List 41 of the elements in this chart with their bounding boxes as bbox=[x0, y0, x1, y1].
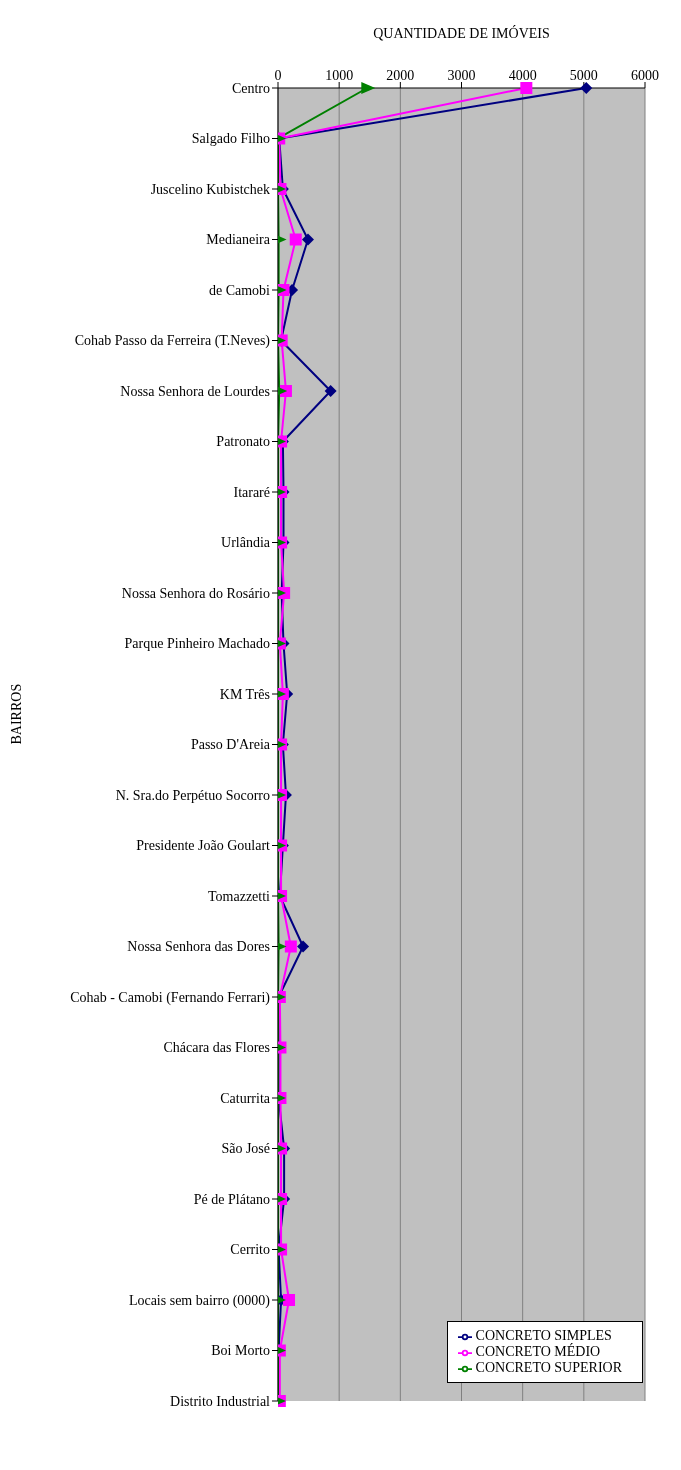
x-tick-label: 4000 bbox=[508, 68, 537, 83]
y-tick-label: Itararé bbox=[233, 484, 270, 500]
y-tick-label: Juscelino Kubistchek bbox=[150, 181, 270, 197]
y-tick-label: São José bbox=[221, 1141, 270, 1157]
legend-label: CONCRETO SIMPLES bbox=[475, 1328, 612, 1343]
y-tick-label: Tomazzetti bbox=[208, 888, 271, 904]
legend-label: CONCRETO MÉDIO bbox=[475, 1344, 601, 1359]
y-axis-title: BAIRROS bbox=[8, 683, 24, 745]
x-tick-label: 5000 bbox=[569, 68, 598, 83]
y-tick-label: Boi Morto bbox=[211, 1343, 270, 1359]
x-tick-label: 3000 bbox=[447, 68, 476, 83]
x-tick-label: 6000 bbox=[631, 68, 659, 83]
point bbox=[361, 82, 376, 94]
x-tick-label: 0 bbox=[274, 68, 282, 83]
y-tick-label: Locais sem bairro (0000) bbox=[128, 1292, 271, 1309]
y-tick-label: Nossa Senhora das Dores bbox=[127, 939, 270, 955]
y-tick-label: Passo D'Areia bbox=[190, 737, 271, 753]
y-tick-label: Cohab - Camobi (Fernando Ferrari) bbox=[70, 989, 271, 1006]
y-tick-label: KM Três bbox=[219, 686, 270, 702]
y-tick-label: Salgado Filho bbox=[191, 131, 270, 147]
y-tick-label: Medianeira bbox=[206, 232, 271, 248]
y-tick-label: Nossa Senhora de Lourdes bbox=[120, 383, 270, 399]
y-tick-label: Chácara das Flores bbox=[163, 1040, 270, 1056]
y-tick-label: Cohab Passo da Ferreira (T.Neves) bbox=[74, 333, 271, 350]
y-tick-label: Nossa Senhora do Rosário bbox=[121, 585, 270, 601]
x-axis-title: QUANTIDADE DE IMÓVEIS bbox=[373, 24, 550, 41]
y-tick-label: de Camobi bbox=[208, 282, 271, 298]
x-tick-label: 2000 bbox=[386, 68, 415, 83]
y-tick-label: Presidente João Goulart bbox=[136, 838, 271, 854]
y-tick-label: N. Sra.do Perpétuo Socorro bbox=[115, 787, 270, 803]
y-tick-label: Centro bbox=[231, 80, 270, 96]
y-tick-label: Caturrita bbox=[220, 1090, 271, 1106]
y-tick-label: Parque Pinheiro Machado bbox=[124, 636, 270, 652]
y-tick-label: Pé de Plátano bbox=[193, 1191, 270, 1207]
y-tick-label: Cerrito bbox=[230, 1242, 270, 1258]
y-tick-label: Urlândia bbox=[221, 535, 271, 551]
x-tick-label: 1000 bbox=[325, 68, 354, 83]
y-tick-label: Distrito Industrial bbox=[170, 1393, 271, 1409]
point bbox=[580, 82, 593, 94]
legend-label: CONCRETO SUPERIOR bbox=[475, 1360, 622, 1375]
y-tick-label: Patronato bbox=[216, 434, 270, 450]
